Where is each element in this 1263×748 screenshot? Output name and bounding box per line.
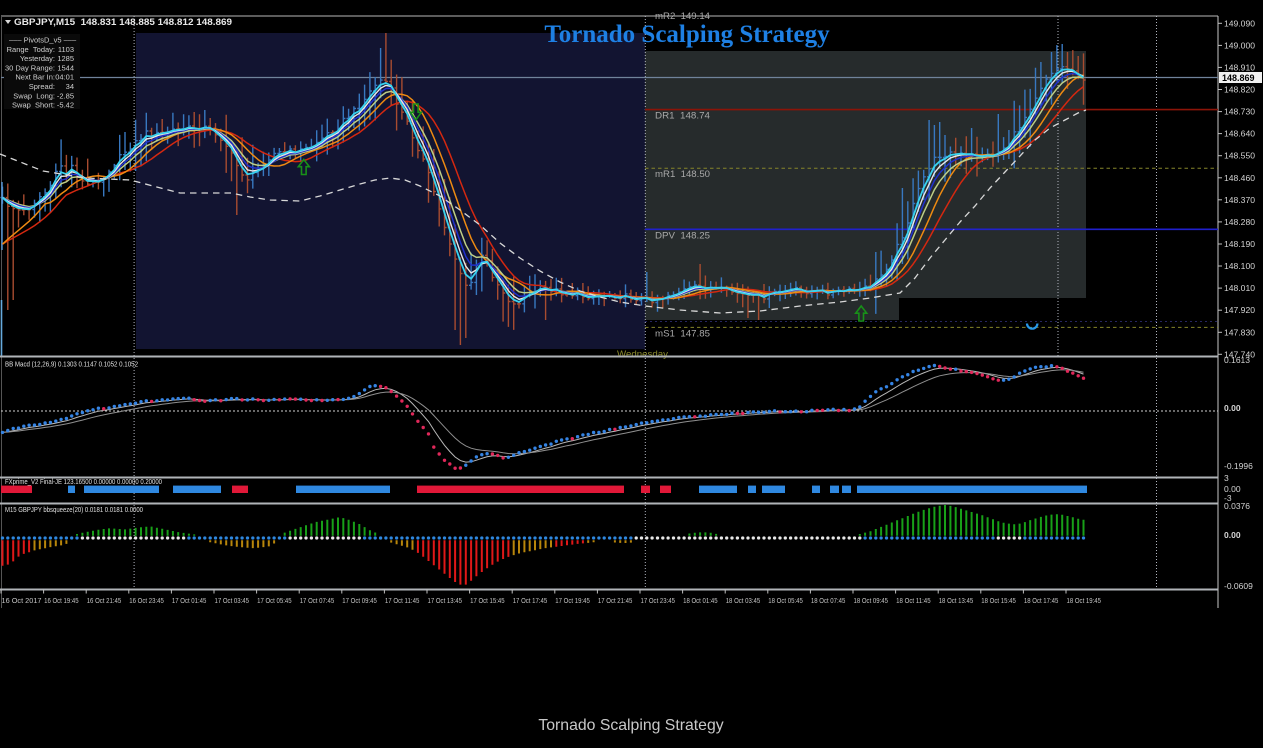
svg-text:17 Oct 11:45: 17 Oct 11:45 bbox=[385, 598, 420, 605]
svg-text:16 Oct 19:45: 16 Oct 19:45 bbox=[44, 598, 79, 605]
svg-text:Swap Short:: Swap Short: bbox=[12, 101, 55, 110]
svg-text:30 Day Range:: 30 Day Range: bbox=[5, 63, 55, 72]
svg-text:0.1613: 0.1613 bbox=[1224, 355, 1250, 365]
svg-text:18 Oct 05:45: 18 Oct 05:45 bbox=[768, 598, 803, 605]
svg-text:148.910: 148.910 bbox=[1224, 63, 1255, 72]
svg-text:18 Oct 11:45: 18 Oct 11:45 bbox=[896, 598, 931, 605]
svg-text:GBPJPY,M15 148.831 148.885 14: GBPJPY,M15 148.831 148.885 148.812 148.8… bbox=[14, 17, 232, 28]
svg-text:149.000: 149.000 bbox=[1224, 41, 1255, 50]
svg-text:0.00: 0.00 bbox=[1224, 530, 1241, 540]
svg-text:-2.85: -2.85 bbox=[57, 91, 74, 100]
svg-text:17 Oct 03:45: 17 Oct 03:45 bbox=[215, 598, 250, 605]
svg-text:18 Oct 13:45: 18 Oct 13:45 bbox=[939, 598, 974, 605]
svg-text:17 Oct 15:45: 17 Oct 15:45 bbox=[470, 598, 505, 605]
svg-text:18 Oct 17:45: 18 Oct 17:45 bbox=[1024, 598, 1059, 605]
svg-text:34: 34 bbox=[66, 82, 74, 91]
svg-text:16 Oct 23:45: 16 Oct 23:45 bbox=[129, 598, 164, 605]
svg-text:148.460: 148.460 bbox=[1224, 174, 1255, 183]
svg-text:18 Oct 07:45: 18 Oct 07:45 bbox=[811, 598, 846, 605]
svg-text:17 Oct 19:45: 17 Oct 19:45 bbox=[555, 598, 590, 605]
svg-text:18 Oct 15:45: 18 Oct 15:45 bbox=[981, 598, 1016, 605]
svg-text:17 Oct 05:45: 17 Oct 05:45 bbox=[257, 598, 292, 605]
svg-text:-5.42: -5.42 bbox=[57, 101, 74, 110]
svg-text:148.820: 148.820 bbox=[1224, 86, 1255, 95]
svg-text:mS1 147.85: mS1 147.85 bbox=[655, 329, 710, 339]
svg-text:148.640: 148.640 bbox=[1224, 130, 1255, 139]
svg-text:M15 GBPJPY bbsqueeze(20) 0.018: M15 GBPJPY bbsqueeze(20) 0.0181 0.0181 0… bbox=[5, 505, 143, 514]
svg-text:17 Oct 21:45: 17 Oct 21:45 bbox=[598, 598, 633, 605]
svg-text:148.280: 148.280 bbox=[1224, 218, 1255, 227]
svg-text:18 Oct 09:45: 18 Oct 09:45 bbox=[854, 598, 889, 605]
svg-text:0.00: 0.00 bbox=[1224, 403, 1241, 413]
svg-text:-0.1996: -0.1996 bbox=[1224, 461, 1253, 471]
svg-text:1103: 1103 bbox=[58, 45, 74, 54]
svg-text:Tornado Scalping Strategy: Tornado Scalping Strategy bbox=[544, 21, 830, 48]
svg-text:Range Today:: Range Today: bbox=[7, 45, 55, 54]
svg-text:DR1 148.74: DR1 148.74 bbox=[655, 111, 710, 121]
svg-text:148.730: 148.730 bbox=[1224, 108, 1255, 117]
svg-text:Yesterday:: Yesterday: bbox=[20, 54, 55, 63]
svg-text:BB Macd (12,26,9) 0.1303 0.114: BB Macd (12,26,9) 0.1303 0.1147 0.1052 0… bbox=[5, 360, 138, 369]
svg-text:1544: 1544 bbox=[57, 63, 74, 72]
svg-text:Swap Long:: Swap Long: bbox=[13, 91, 55, 100]
svg-text:––– PivotsD_v5 –––: ––– PivotsD_v5 ––– bbox=[9, 36, 77, 45]
svg-text:18 Oct 01:45: 18 Oct 01:45 bbox=[683, 598, 718, 605]
svg-text:17 Oct 09:45: 17 Oct 09:45 bbox=[342, 598, 377, 605]
svg-text:148.869: 148.869 bbox=[1222, 73, 1255, 83]
svg-text:0.0376: 0.0376 bbox=[1224, 501, 1250, 511]
svg-text:Spread:: Spread: bbox=[29, 82, 55, 91]
svg-text:148.100: 148.100 bbox=[1224, 262, 1255, 271]
svg-text:147.920: 147.920 bbox=[1224, 306, 1255, 315]
svg-text:-0.0609: -0.0609 bbox=[1224, 581, 1253, 591]
svg-text:-3: -3 bbox=[1224, 493, 1232, 503]
svg-text:18 Oct 03:45: 18 Oct 03:45 bbox=[726, 598, 761, 605]
svg-text:Wednesday: Wednesday bbox=[617, 349, 669, 359]
svg-text:148.190: 148.190 bbox=[1224, 240, 1255, 249]
svg-text:147.830: 147.830 bbox=[1224, 328, 1255, 337]
svg-text:17 Oct 13:45: 17 Oct 13:45 bbox=[428, 598, 463, 605]
svg-text:16 Oct 2017: 16 Oct 2017 bbox=[2, 598, 42, 605]
svg-text:mR1 148.50: mR1 148.50 bbox=[655, 169, 710, 179]
svg-text:0.00: 0.00 bbox=[1224, 484, 1241, 494]
svg-text:04:01: 04:01 bbox=[55, 73, 74, 82]
svg-text:1285: 1285 bbox=[57, 54, 74, 63]
svg-text:17 Oct 01:45: 17 Oct 01:45 bbox=[172, 598, 207, 605]
svg-text:3: 3 bbox=[1224, 473, 1229, 483]
svg-text:17 Oct 23:45: 17 Oct 23:45 bbox=[641, 598, 676, 605]
svg-text:17 Oct 17:45: 17 Oct 17:45 bbox=[513, 598, 548, 605]
svg-text:Next Bar In:: Next Bar In: bbox=[15, 73, 55, 82]
svg-text:147.740: 147.740 bbox=[1224, 350, 1255, 359]
svg-text:149.090: 149.090 bbox=[1224, 19, 1255, 28]
svg-text:mR2 149.14: mR2 149.14 bbox=[655, 11, 710, 21]
svg-text:18 Oct 19:45: 18 Oct 19:45 bbox=[1067, 598, 1102, 605]
svg-text:16 Oct 21:45: 16 Oct 21:45 bbox=[87, 598, 122, 605]
svg-text:17 Oct 07:45: 17 Oct 07:45 bbox=[300, 598, 335, 605]
svg-text:DPV 148.25: DPV 148.25 bbox=[655, 231, 710, 241]
svg-text:148.010: 148.010 bbox=[1224, 284, 1255, 293]
svg-text:148.550: 148.550 bbox=[1224, 152, 1255, 161]
svg-text:148.370: 148.370 bbox=[1224, 196, 1255, 205]
svg-text:FXprime_V2 Final-JE 123.16500: FXprime_V2 Final-JE 123.16500 0.00000 0.… bbox=[5, 477, 162, 486]
svg-text:Tornado Scalping Strategy: Tornado Scalping Strategy bbox=[538, 717, 723, 734]
